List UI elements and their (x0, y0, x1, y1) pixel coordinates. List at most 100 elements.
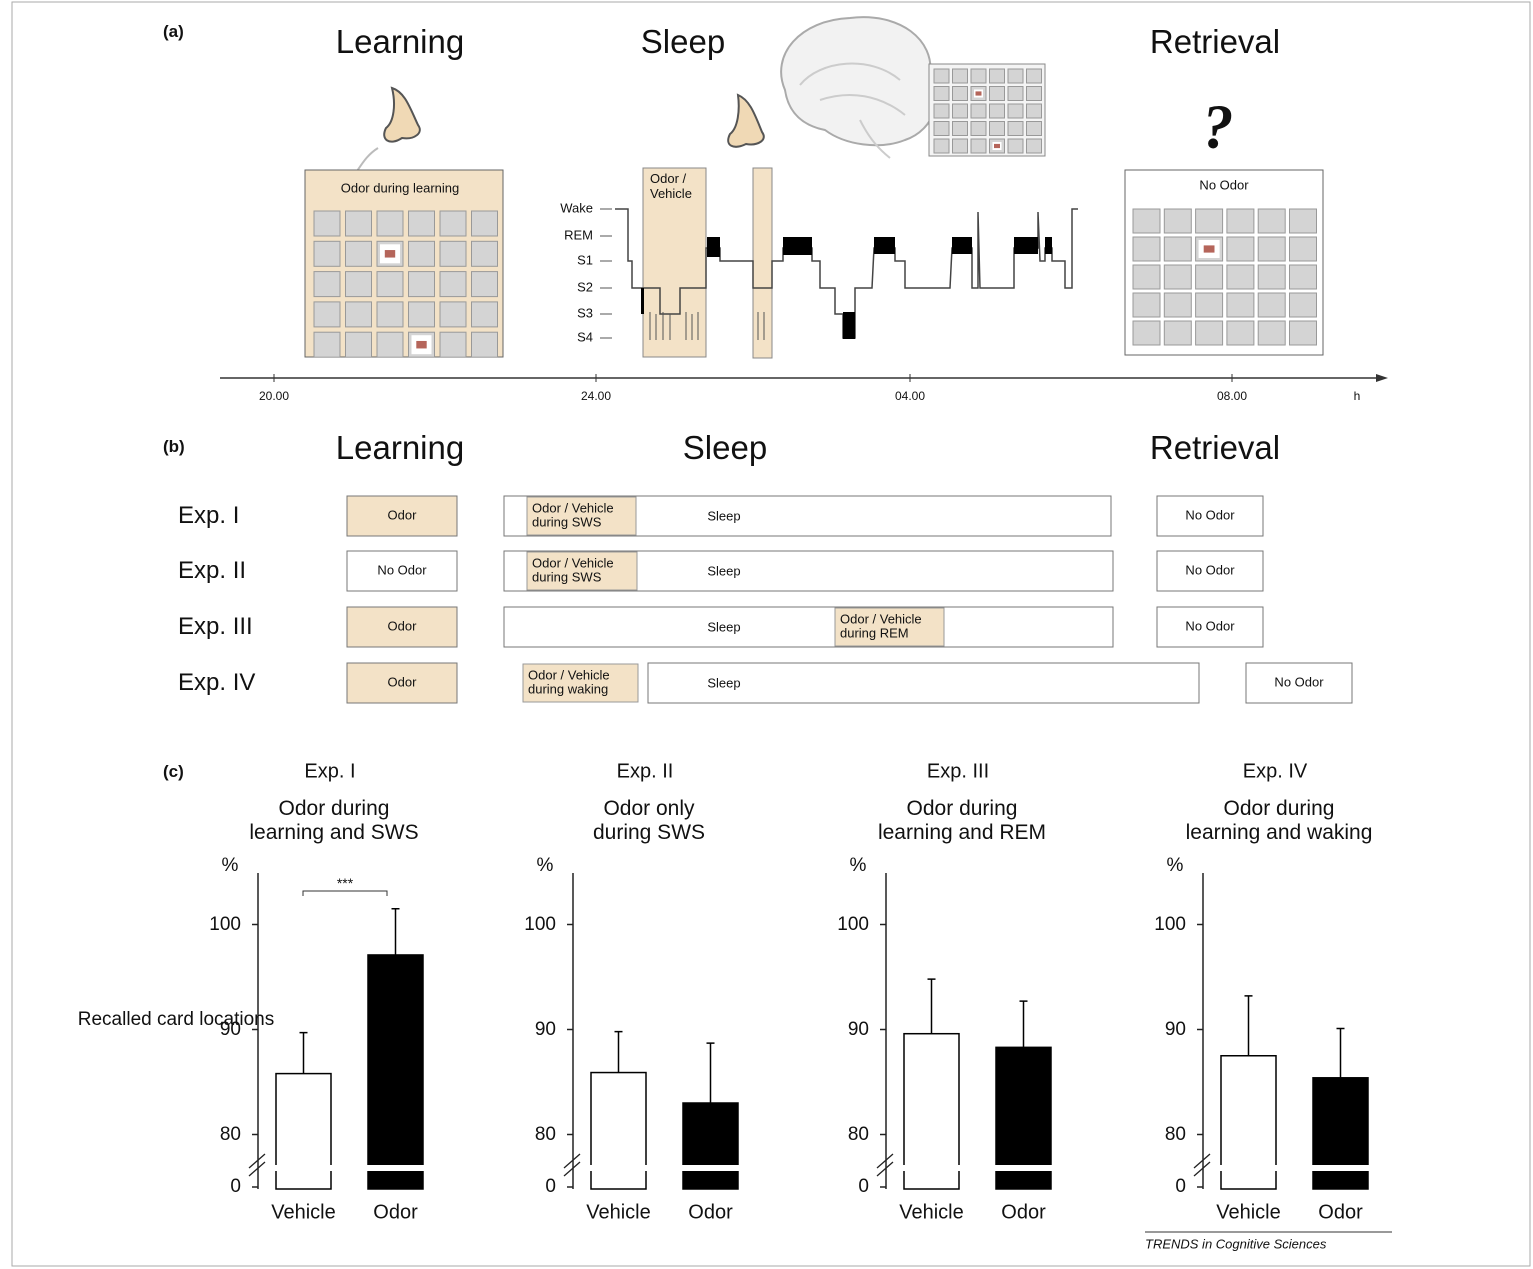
box-title: Odor / Vehicle (650, 171, 692, 201)
stage-label: S2 (577, 279, 593, 295)
row-label: Exp. IV (178, 669, 256, 697)
time-label: 04.00 (894, 389, 926, 404)
card (933, 103, 950, 119)
rem-block (1045, 237, 1052, 254)
bar (590, 1071, 647, 1190)
box-text: Sleep (707, 619, 741, 635)
axis-break (248, 1153, 266, 1177)
rem-blocks (641, 237, 1052, 339)
y-tick-label: 0 (230, 1176, 241, 1198)
sleep-bar (647, 662, 1200, 704)
y-tick-label: 90 (847, 1018, 869, 1040)
chart-subtitle: Odor only during SWS (592, 796, 706, 844)
time-unit: h (1353, 389, 1361, 404)
card (1289, 236, 1317, 262)
box-text: Odor (387, 618, 417, 634)
y-axis-label: Recalled card locations (77, 1009, 275, 1031)
card (439, 331, 467, 358)
bar (367, 954, 424, 1190)
card (313, 331, 341, 358)
stage-label: S3 (577, 305, 593, 321)
chart-title: Exp. III (926, 760, 990, 783)
card (1163, 264, 1192, 290)
nose-icon (383, 86, 421, 143)
chart-subtitle: Odor during learning and SWS (249, 796, 419, 844)
box-text: No Odor (1185, 618, 1235, 634)
card (345, 271, 372, 298)
card (439, 301, 467, 328)
y-tick-label: 0 (545, 1176, 556, 1198)
stimulus-box (522, 663, 639, 703)
stimulus-box (834, 607, 945, 647)
error-bar (1019, 1000, 1028, 1048)
rem-block (952, 237, 972, 254)
stage-label: Wake (560, 200, 593, 216)
card (408, 301, 435, 328)
card-picture (975, 91, 982, 96)
rem-block (1014, 237, 1038, 254)
card (1289, 208, 1317, 234)
time-label: 24.00 (580, 389, 612, 404)
card (1195, 320, 1224, 346)
box-text: Odor / Vehicle during waking (528, 667, 610, 697)
card (345, 240, 372, 267)
retrieval-box (1156, 495, 1264, 537)
box-title: No Odor (1199, 177, 1249, 193)
card (970, 103, 987, 119)
card (408, 240, 435, 267)
stage-label: REM (564, 227, 593, 243)
card (1163, 236, 1192, 262)
card (1007, 121, 1024, 136)
axis-break (1193, 1153, 1211, 1177)
box-text: Odor / Vehicle during SWS (532, 555, 614, 585)
heading: Learning (335, 429, 465, 467)
card (933, 121, 950, 136)
x-tick-label: Vehicle (586, 1201, 651, 1224)
y-unit: % (221, 855, 239, 877)
sws-stripes (649, 312, 765, 340)
box-text: Sleep (707, 508, 741, 524)
stimulus-window (752, 167, 773, 359)
card (439, 240, 467, 267)
card (313, 301, 341, 328)
card (1132, 236, 1161, 262)
card (952, 68, 968, 84)
card (1163, 292, 1192, 318)
y-tick-label: 90 (219, 1018, 241, 1040)
card (408, 271, 435, 298)
card (1007, 68, 1024, 84)
brain-detail (799, 62, 906, 159)
question-mark: ? (1202, 93, 1234, 162)
card (471, 301, 498, 328)
learning-box (346, 606, 458, 648)
bar (682, 1102, 739, 1190)
chart-title: Exp. II (616, 760, 674, 783)
axis-break (876, 1153, 894, 1177)
heading: Sleep (682, 429, 768, 467)
learning-box (346, 662, 458, 704)
y-unit: % (1166, 855, 1184, 877)
y-tick-label: 80 (1164, 1123, 1186, 1145)
card (1007, 138, 1024, 154)
card (952, 138, 968, 154)
box-text: No Odor (1274, 674, 1324, 690)
card (1257, 320, 1286, 346)
card (933, 68, 950, 84)
learning-box (346, 495, 458, 537)
heading: Learning (335, 23, 465, 61)
y-tick-label: 90 (1164, 1018, 1186, 1040)
nose-icon (727, 93, 765, 148)
card (1026, 68, 1042, 84)
card (1132, 208, 1161, 234)
rem-block (874, 237, 895, 254)
bar (1312, 1077, 1369, 1190)
card (1226, 320, 1255, 346)
y-tick-label: 0 (858, 1176, 869, 1198)
card (471, 210, 498, 237)
error-bar (299, 1031, 308, 1074)
card (313, 271, 341, 298)
stimulus-window (642, 167, 707, 358)
chart-title: Exp. IV (1242, 760, 1308, 783)
card (1289, 264, 1317, 290)
